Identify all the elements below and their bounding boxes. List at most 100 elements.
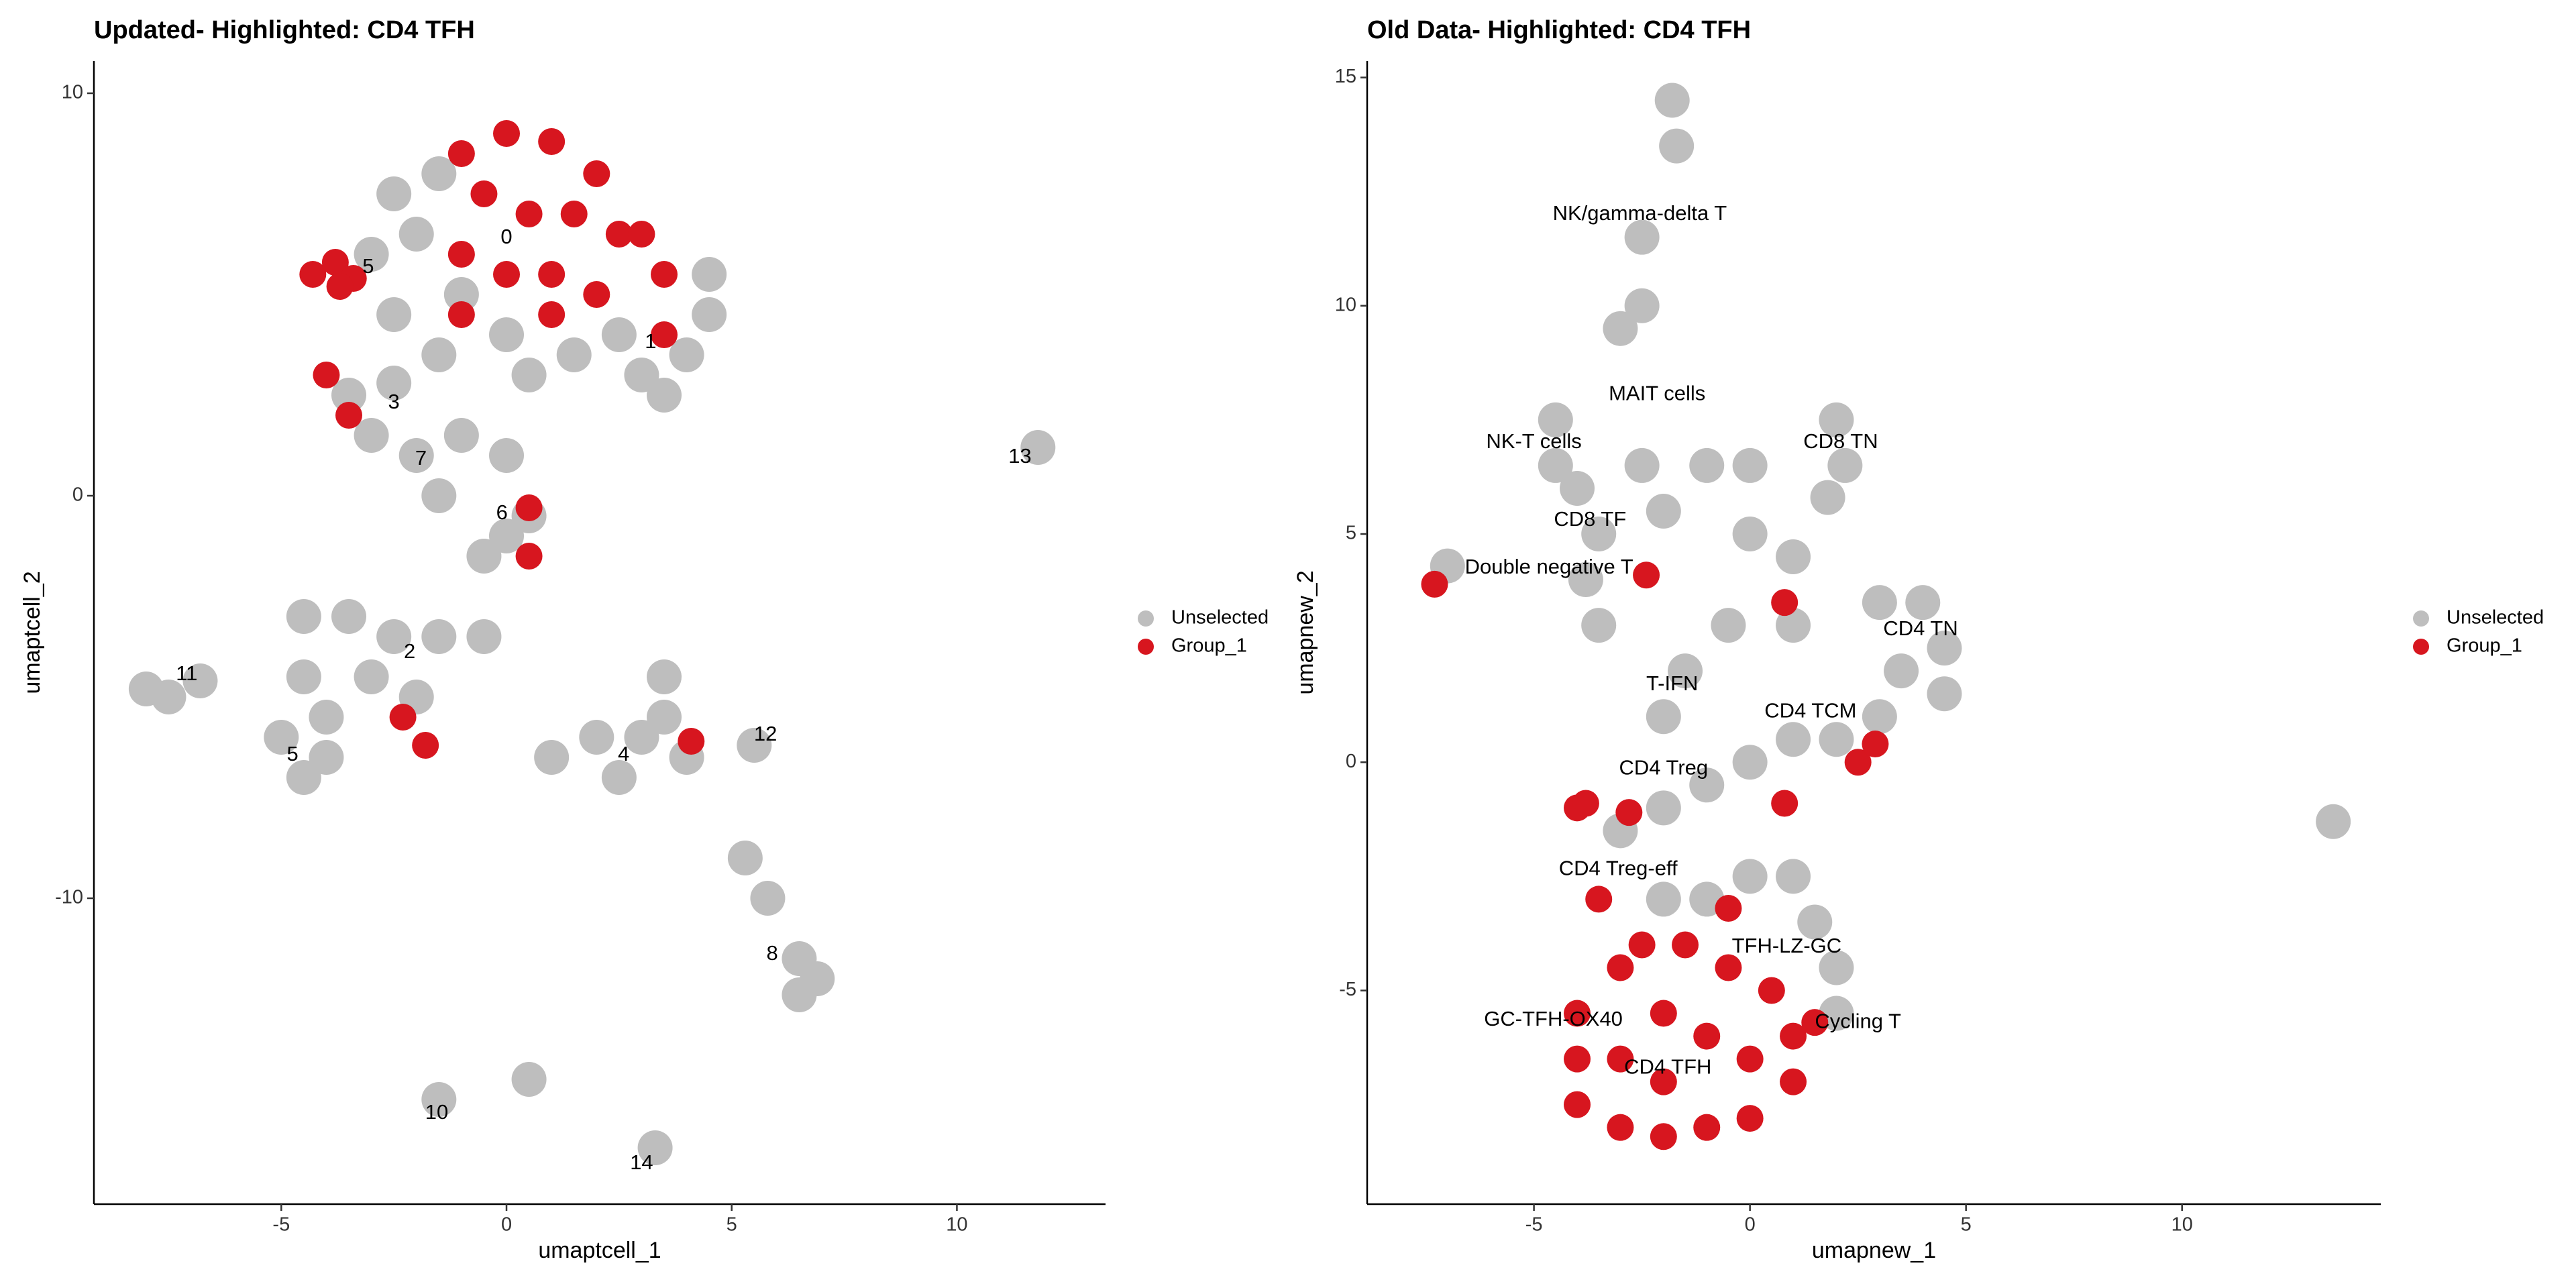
- point: [515, 494, 543, 521]
- point: [398, 217, 434, 252]
- point: [1564, 1045, 1591, 1073]
- point: [489, 519, 525, 553]
- point: [421, 478, 457, 513]
- point: [1905, 585, 1941, 621]
- cluster-label: CD8 TN: [1803, 429, 1878, 453]
- point: [1689, 767, 1725, 803]
- point: [579, 720, 614, 755]
- point: [326, 273, 354, 300]
- point: [1819, 722, 1854, 757]
- chart-title: Updated- Highlighted: CD4 TFH: [94, 16, 475, 44]
- y-tick-label: -10: [55, 887, 83, 908]
- point: [493, 120, 521, 147]
- point: [1568, 562, 1603, 598]
- point: [1819, 402, 1854, 437]
- point: [1780, 1022, 1807, 1050]
- cluster-label: 2: [404, 639, 415, 663]
- point: [560, 201, 588, 227]
- x-tick-label: -5: [272, 1214, 290, 1236]
- point: [1927, 631, 1962, 666]
- point: [624, 720, 659, 755]
- x-tick-label: 0: [1745, 1214, 1756, 1236]
- cluster-label: 7: [415, 446, 427, 470]
- x-tick-label: 0: [501, 1214, 512, 1236]
- point: [1672, 931, 1699, 959]
- point: [1827, 447, 1863, 483]
- point: [376, 619, 412, 654]
- point: [538, 301, 566, 328]
- point: [1844, 749, 1872, 776]
- cluster-label: 8: [767, 941, 778, 965]
- cluster-label: CD4 TFH: [1624, 1055, 1711, 1078]
- point: [331, 599, 367, 634]
- x-tick-label: -5: [1525, 1214, 1543, 1236]
- point: [389, 704, 417, 731]
- cluster-label: CD4 Treg: [1619, 756, 1708, 780]
- point: [624, 358, 659, 392]
- x-tick-label: 10: [946, 1214, 967, 1236]
- point: [1020, 430, 1056, 465]
- cluster-label: 10: [425, 1100, 448, 1124]
- cluster-label: 3: [388, 390, 400, 413]
- point: [128, 672, 164, 706]
- point: [1650, 1123, 1677, 1150]
- point: [1646, 881, 1681, 917]
- point: [601, 317, 637, 352]
- point: [493, 261, 521, 288]
- point: [1771, 790, 1799, 817]
- point: [466, 539, 502, 574]
- point: [447, 241, 475, 268]
- point: [354, 659, 389, 694]
- x-tick-label: 5: [1961, 1214, 1972, 1236]
- point: [1693, 1022, 1721, 1050]
- point: [286, 659, 321, 694]
- cluster-label: CD4 TN: [1883, 616, 1957, 640]
- point: [1776, 608, 1811, 643]
- point: [1615, 799, 1643, 826]
- legend-label: Unselected: [2447, 607, 2544, 629]
- point: [309, 700, 344, 735]
- point: [1715, 895, 1742, 922]
- point: [1564, 1000, 1591, 1027]
- legend-swatch: [1138, 610, 1154, 627]
- cluster-label: 12: [754, 722, 777, 745]
- y-tick-label: 0: [1346, 751, 1356, 772]
- point: [515, 543, 543, 570]
- cluster-label: NK-T cells: [1486, 429, 1581, 453]
- legend-swatch: [2413, 639, 2429, 655]
- point: [605, 221, 633, 248]
- point: [692, 257, 727, 292]
- point: [1607, 1045, 1634, 1073]
- point: [1633, 561, 1660, 589]
- point: [637, 1130, 673, 1165]
- point: [264, 720, 299, 755]
- point: [651, 261, 678, 288]
- point: [421, 619, 457, 654]
- y-tick-label: 5: [1346, 523, 1356, 544]
- point: [321, 249, 349, 276]
- point: [335, 402, 363, 429]
- y-tick-label: 10: [1335, 294, 1356, 315]
- point: [1862, 731, 1889, 758]
- point: [1624, 447, 1660, 483]
- point: [1715, 954, 1742, 981]
- point: [647, 378, 682, 413]
- point: [1538, 447, 1573, 483]
- cluster-label: TFH-LZ-GC: [1732, 934, 1842, 957]
- legend-swatch: [1138, 639, 1154, 655]
- point: [511, 358, 547, 392]
- point: [727, 841, 763, 875]
- point: [1646, 790, 1681, 826]
- point: [1862, 699, 1897, 735]
- point: [1732, 517, 1768, 552]
- point: [1581, 608, 1617, 643]
- cluster-label: 0: [500, 225, 512, 248]
- point: [489, 438, 525, 473]
- cluster-label: Cycling T: [1815, 1009, 1901, 1032]
- legend-label: Group_1: [1171, 635, 1247, 657]
- point: [1711, 608, 1746, 643]
- x-axis-title: umapnew_1: [1812, 1238, 1936, 1263]
- point: [538, 128, 566, 155]
- point: [331, 378, 367, 413]
- point: [376, 366, 412, 400]
